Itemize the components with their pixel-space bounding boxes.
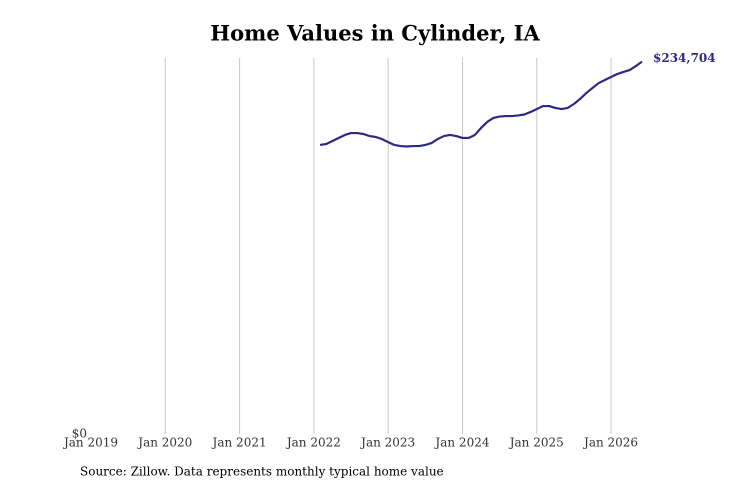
x-tick-label: Jan 2026 xyxy=(582,436,638,450)
line xyxy=(319,60,643,148)
value-label: $234,704 xyxy=(653,51,716,65)
chart-title: Home Values in Cylinder, IA xyxy=(210,21,540,46)
x-tick-label: Jan 2023 xyxy=(359,436,415,450)
x-tick-label: Jan 2021 xyxy=(211,436,267,450)
x-tick-label: Jan 2025 xyxy=(508,436,564,450)
x-tick-label: Jan 2022 xyxy=(285,436,341,450)
source-note: Source: Zillow. Data represents monthly … xyxy=(80,465,444,479)
x-tick-label: Jan 2019 xyxy=(62,436,118,450)
y-tick-label: $0 xyxy=(72,427,87,441)
x-tick-label: Jan 2020 xyxy=(136,436,192,450)
x-tick-label: Jan 2024 xyxy=(433,436,489,450)
